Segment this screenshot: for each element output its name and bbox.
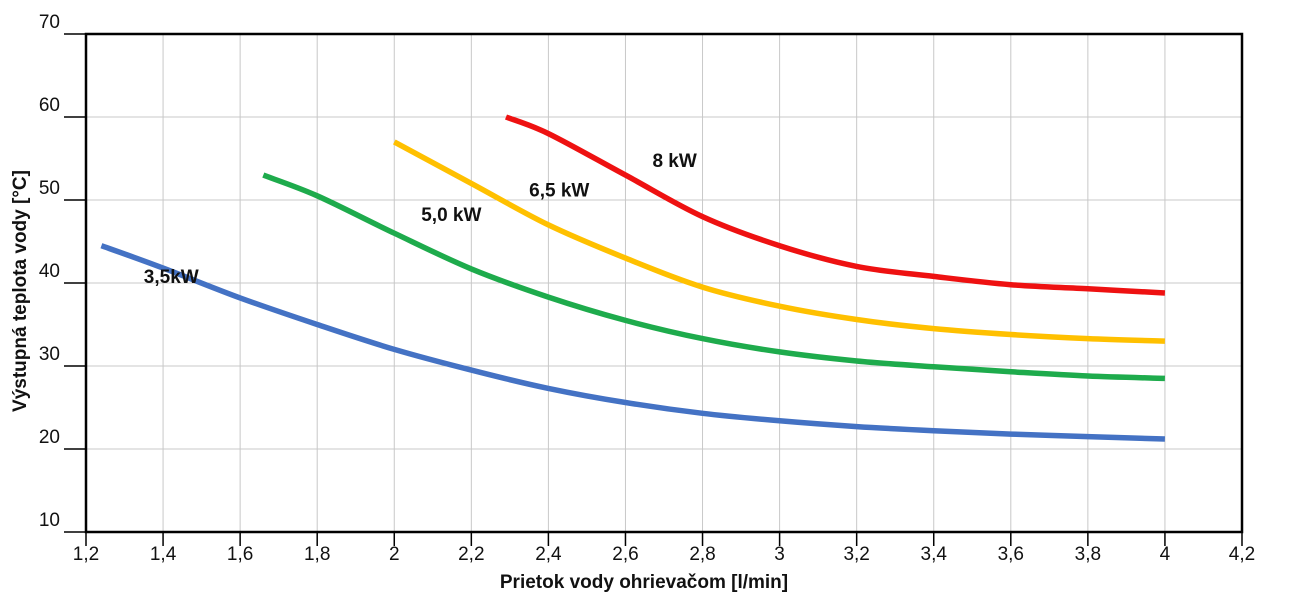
y-tick-label: 40 bbox=[39, 261, 60, 282]
x-tick-label: 3,6 bbox=[998, 544, 1024, 565]
series-label: 6,5 kW bbox=[529, 181, 589, 202]
series-labels: 3,5kW 5,0 kW 6,5 kW 8 kW bbox=[144, 151, 697, 288]
series-lines bbox=[100, 114, 1166, 442]
y-tick-label: 20 bbox=[39, 427, 60, 448]
series-line bbox=[262, 172, 1165, 382]
x-tick-label: 4 bbox=[1160, 544, 1171, 565]
tick-labels: 1,2 1,4 1,6 1,8 2 2,2 2,4 2,6 2,8 3 3,2 3,4 3,6 3,8 4 4… bbox=[39, 12, 1255, 565]
x-tick-label: 4,2 bbox=[1229, 544, 1255, 565]
y-tick-label: 50 bbox=[39, 178, 60, 199]
x-tick-label: 1,8 bbox=[304, 544, 330, 565]
x-tick-label: 3,2 bbox=[843, 544, 869, 565]
x-tick-label: 2,2 bbox=[458, 544, 484, 565]
series-label: 5,0 kW bbox=[421, 205, 481, 226]
x-tick-label: 2 bbox=[389, 544, 400, 565]
plot-frame bbox=[84, 32, 1244, 534]
series-line bbox=[504, 114, 1166, 296]
x-tick-label: 1,2 bbox=[73, 544, 99, 565]
series-label: 8 kW bbox=[652, 151, 696, 172]
series-line bbox=[392, 139, 1165, 344]
y-tick-label: 60 bbox=[39, 95, 60, 116]
x-tick-label: 2,4 bbox=[535, 544, 562, 565]
x-tick-label: 2,8 bbox=[689, 544, 715, 565]
x-tick-label: 3,8 bbox=[1075, 544, 1101, 565]
x-tick-label: 3 bbox=[774, 544, 785, 565]
y-tick-label: 30 bbox=[39, 344, 60, 365]
x-tick-label: 2,6 bbox=[612, 544, 638, 565]
y-tick-label: 10 bbox=[39, 510, 60, 531]
x-axis-title: Prietok vody ohrievačom [l/min] bbox=[500, 572, 788, 593]
series-label: 3,5kW bbox=[144, 267, 199, 288]
y-axis-title: Výstupná teplota vody [°C] bbox=[10, 170, 31, 412]
x-tick-label: 3,4 bbox=[921, 544, 948, 565]
x-tick-label: 1,6 bbox=[227, 544, 253, 565]
x-tick-label: 1,4 bbox=[150, 544, 177, 565]
series-line bbox=[100, 243, 1165, 442]
y-tick-label: 70 bbox=[39, 12, 60, 33]
grid bbox=[64, 33, 1243, 546]
